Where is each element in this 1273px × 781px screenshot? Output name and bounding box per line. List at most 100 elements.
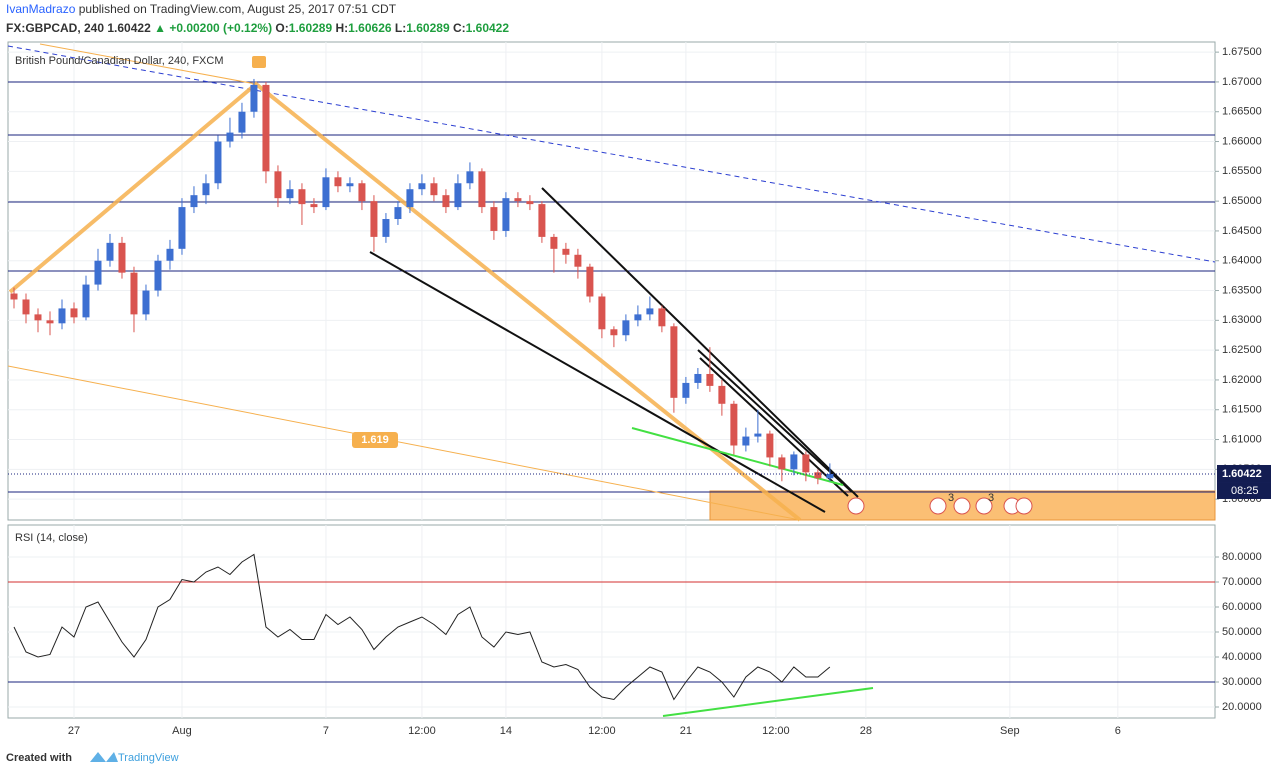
candle-body: [574, 254, 582, 267]
footer-created: Created with: [6, 752, 72, 764]
trendline: [7, 45, 1216, 263]
y-tick-label: 1.66500: [1222, 106, 1262, 118]
candle-body: [478, 171, 486, 208]
x-tick-label: 7: [323, 725, 329, 737]
candle-body: [10, 293, 18, 300]
x-tick-label: 14: [500, 725, 512, 737]
candle-body: [694, 373, 702, 383]
rsi-title: RSI (14, close): [15, 532, 88, 544]
y-tick-label: 70.0000: [1222, 576, 1262, 588]
candle-body: [22, 299, 30, 315]
candle-body: [778, 457, 786, 470]
candle-body: [586, 266, 594, 297]
candle-body: [514, 198, 522, 202]
candle-body: [202, 183, 210, 196]
candle-body: [670, 326, 678, 398]
header-line1: IvanMadrazo published on TradingView.com…: [6, 2, 397, 16]
event-icon[interactable]: [929, 497, 947, 515]
author[interactable]: IvanMadrazo: [6, 2, 76, 16]
l: 1.60289: [406, 21, 450, 35]
o: 1.60289: [289, 21, 333, 35]
candle-body: [814, 472, 822, 479]
last-price-label: 1.60422: [1222, 468, 1262, 480]
candle-body: [178, 207, 186, 249]
candle-body: [442, 195, 450, 208]
candle-body: [682, 382, 690, 398]
candle-body: [622, 320, 630, 336]
candle-body: [418, 183, 426, 190]
candle-body: [802, 454, 810, 473]
candle-body: [310, 204, 318, 208]
candle-body: [70, 308, 78, 318]
candle-body: [226, 132, 234, 142]
event-icon[interactable]: [847, 497, 865, 515]
y-tick-label: 1.62500: [1222, 344, 1262, 356]
candle-body: [466, 171, 474, 184]
candle-body: [526, 201, 534, 205]
candle-body: [154, 260, 162, 291]
candle-body: [490, 207, 498, 231]
candle-body: [562, 248, 570, 255]
y-tick-label: 20.0000: [1222, 701, 1262, 713]
candle-body: [130, 272, 138, 315]
y-tick-label: 1.67000: [1222, 76, 1262, 88]
candle-body: [190, 195, 198, 208]
marks: 1.67500 1.67000 1.66500 1.66000 1.65500 1.650…: [8, 46, 1271, 737]
y-tick-label: 1.63500: [1222, 284, 1262, 296]
candle-body: [58, 308, 66, 324]
candle-body: [166, 248, 174, 261]
candle-body: [646, 308, 654, 315]
candle-body: [274, 171, 282, 199]
event-icon[interactable]: [1015, 497, 1033, 515]
footer-brand[interactable]: TradingView: [118, 752, 179, 764]
trendline: [699, 357, 849, 497]
trendline: [7, 365, 801, 521]
candle-body: [142, 290, 150, 315]
symbol: FX:GBPCAD, 240: [6, 21, 104, 35]
candle-body: [346, 183, 354, 187]
candle-body: [382, 219, 390, 237]
rsi-pane: [7, 524, 1216, 719]
y-tick-label: 1.61500: [1222, 404, 1262, 416]
event-icon[interactable]: [953, 497, 971, 515]
y-tick-label: 80.0000: [1222, 551, 1262, 563]
drawings: [7, 43, 1216, 717]
y-tick-label: 1.61000: [1222, 433, 1262, 445]
candle-body: [730, 403, 738, 446]
rsi-line: [13, 553, 831, 701]
countdown: 08:25: [1231, 485, 1259, 497]
trendline: [662, 687, 874, 717]
y-tick-label: 1.64500: [1222, 225, 1262, 237]
y-tick-label: 1.66000: [1222, 135, 1262, 147]
event-count: 3: [988, 492, 994, 504]
y-tick-label: 1.62000: [1222, 374, 1262, 386]
candle-body: [298, 189, 306, 205]
candle-body: [826, 473, 834, 479]
candle-body: [322, 177, 330, 208]
price: 1.60422: [107, 21, 151, 35]
annotation-box: [352, 432, 398, 448]
candle-body: [334, 177, 342, 187]
trendline: [369, 251, 826, 513]
o-key: O:: [275, 21, 288, 35]
y-tick-label: 1.67500: [1222, 46, 1262, 58]
published: published on TradingView.com, August 25,…: [79, 2, 397, 16]
candle-body: [598, 296, 606, 330]
candle-body: [550, 236, 558, 249]
candle-body: [250, 84, 258, 112]
candle-body: [358, 183, 366, 202]
candle-body: [658, 308, 666, 327]
last-price-box: [1217, 464, 1271, 483]
candle-body: [790, 454, 798, 470]
candle-body: [634, 314, 642, 321]
x-tick-label: 28: [860, 725, 872, 737]
x-tick-label: 6: [1115, 725, 1121, 737]
header-line2: FX:GBPCAD, 240 1.60422 ▲ +0.00200 (+0.12…: [6, 21, 509, 35]
x-tick-label: Aug: [172, 725, 192, 737]
event-icon[interactable]: [975, 497, 993, 515]
y-tick-label: 30.0000: [1222, 676, 1262, 688]
c-key: C:: [453, 21, 466, 35]
event-count: 3: [948, 492, 954, 504]
zigzag: [8, 81, 802, 522]
